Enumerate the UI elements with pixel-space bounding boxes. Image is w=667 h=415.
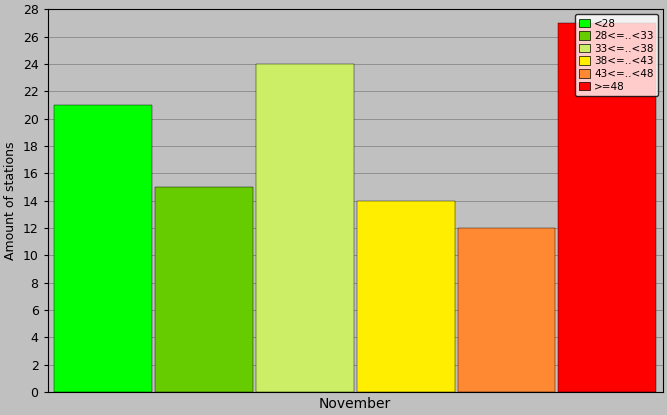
Bar: [458, 228, 556, 392]
Y-axis label: Amount of stations: Amount of stations: [4, 142, 17, 260]
Bar: [155, 187, 253, 392]
Bar: [256, 64, 354, 392]
Bar: [54, 105, 152, 392]
Bar: [558, 23, 656, 392]
Legend: <28, 28<=..<33, 33<=..<38, 38<=..<43, 43<=..<48, >=48: <28, 28<=..<33, 33<=..<38, 38<=..<43, 43…: [575, 15, 658, 96]
Bar: [357, 200, 455, 392]
